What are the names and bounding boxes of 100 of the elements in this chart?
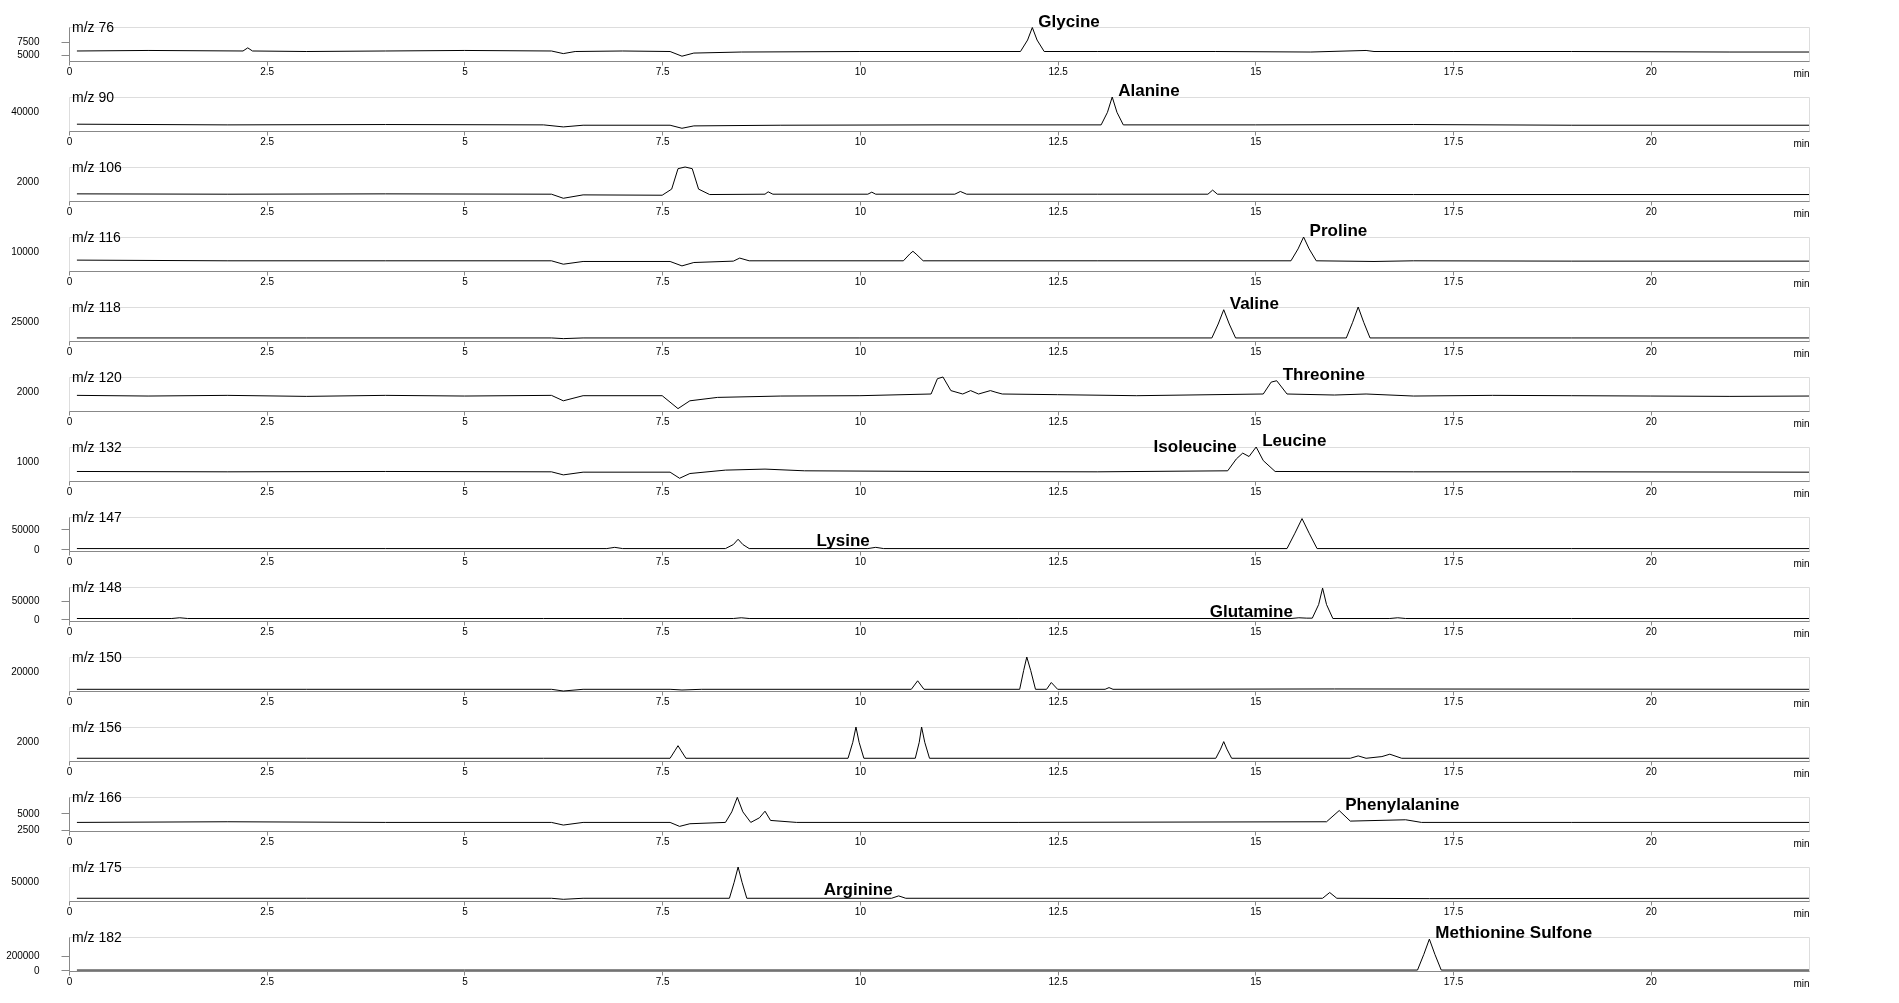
x-tick-label: 15 xyxy=(1250,485,1262,497)
x-tick-label: 17.5 xyxy=(1443,65,1464,77)
annotation: Isoleucine xyxy=(1153,437,1237,457)
x-tick-label: 20 xyxy=(1645,485,1658,497)
x-tick-label: 20 xyxy=(1645,65,1658,77)
x-axis-title: min xyxy=(1793,907,1810,919)
x-tick-label: 12.5 xyxy=(1048,975,1069,987)
x-tick-label: 0 xyxy=(66,625,73,637)
x-tick-label: 0 xyxy=(66,835,73,847)
annotation: Phenylalanine xyxy=(1345,794,1460,814)
chart-title: m/z 150 xyxy=(72,649,123,665)
x-tick-label: 12.5 xyxy=(1048,345,1069,357)
x-tick-label: 10 xyxy=(854,975,867,987)
x-tick-label: 20 xyxy=(1645,275,1658,287)
x-axis-title: min xyxy=(1793,627,1810,639)
annotation: Threonine xyxy=(1282,364,1365,384)
x-tick-label: 2.5 xyxy=(260,345,275,357)
x-tick-label: 15 xyxy=(1250,975,1262,987)
x-tick-label: 15 xyxy=(1250,205,1262,217)
x-tick-label: 5 xyxy=(462,205,469,217)
x-tick-label: 5 xyxy=(462,345,469,357)
y-tick-label: 200000 xyxy=(6,950,40,962)
x-tick-label: 2.5 xyxy=(260,905,275,917)
x-tick-label: 17.5 xyxy=(1443,555,1464,567)
x-tick-label: 17.5 xyxy=(1443,345,1464,357)
y-tick-label: 0 xyxy=(33,964,40,976)
x-tick-label: 17.5 xyxy=(1443,415,1464,427)
text: 1000 xyxy=(16,456,40,468)
x-tick-label: 7.5 xyxy=(655,65,671,77)
x-tick-label: 20 xyxy=(1645,695,1658,707)
x-tick-label: 17.5 xyxy=(1443,835,1464,847)
annotation: Leucine xyxy=(1262,431,1327,450)
chart-title: m/z 148 xyxy=(72,579,123,595)
x-tick-label: 20 xyxy=(1645,625,1658,637)
x-axis-title: min xyxy=(1793,347,1810,359)
annotation: Proline xyxy=(1309,221,1368,240)
x-tick-label: 7.5 xyxy=(655,135,671,147)
x-tick-label: 2.5 xyxy=(260,975,275,987)
x-tick-label: 5 xyxy=(462,275,469,287)
x-tick-label: 2.5 xyxy=(260,135,275,147)
x-tick-label: 0 xyxy=(66,765,73,777)
x-tick-label: 2.5 xyxy=(260,65,275,77)
text: 2000 xyxy=(16,176,40,188)
x-tick-label: 10 xyxy=(854,695,867,707)
y-tick-label: 0 xyxy=(33,543,40,555)
x-tick-label: 0 xyxy=(66,415,73,427)
x-tick-label: 7.5 xyxy=(655,485,671,497)
x-tick-label: 12.5 xyxy=(1048,905,1069,917)
x-tick-label: 7.5 xyxy=(655,275,671,287)
x-tick-label: 7.5 xyxy=(655,695,671,707)
chart-title: m/z 116 xyxy=(72,229,121,245)
y-tick-label: 5000 xyxy=(17,807,40,819)
x-tick-label: 17.5 xyxy=(1443,205,1464,217)
x-tick-label: 2.5 xyxy=(260,275,275,287)
x-tick-label: 2.5 xyxy=(260,485,275,497)
x-tick-label: 0 xyxy=(66,205,73,217)
x-tick-label: 2.5 xyxy=(260,415,275,427)
y-tick-label: 0 xyxy=(33,613,40,625)
x-tick-label: 5 xyxy=(462,485,469,497)
x-tick-label: 10 xyxy=(854,345,867,357)
x-tick-label: 12.5 xyxy=(1048,695,1069,707)
x-tick-label: 10 xyxy=(854,135,867,147)
chart-title: m/z 106 xyxy=(72,159,123,175)
x-tick-label: 12.5 xyxy=(1048,555,1069,567)
y-tick-label: 50000 xyxy=(11,523,40,535)
x-tick-label: 12.5 xyxy=(1048,275,1069,287)
x-tick-label: 0 xyxy=(66,555,73,567)
chart-title: m/z 182 xyxy=(72,929,123,945)
x-tick-label: 5 xyxy=(462,905,469,917)
x-tick-label: 7.5 xyxy=(655,555,671,567)
x-axis-title: min xyxy=(1793,277,1810,289)
x-tick-label: 2.5 xyxy=(260,205,275,217)
x-axis-title: min xyxy=(1793,977,1810,989)
chart-title: m/z 120 xyxy=(72,369,123,385)
x-tick-label: 5 xyxy=(462,415,469,427)
annotation: Methionine Sulfone xyxy=(1435,923,1593,943)
x-tick-label: 20 xyxy=(1645,975,1658,987)
x-tick-label: 17.5 xyxy=(1443,765,1464,777)
annotation: Glutamine xyxy=(1209,601,1293,621)
x-tick-label: 12.5 xyxy=(1048,835,1069,847)
x-tick-label: 20 xyxy=(1645,415,1658,427)
x-tick-label: 2.5 xyxy=(260,765,275,777)
x-axis-title: min xyxy=(1793,697,1810,709)
text: 40000 xyxy=(11,106,40,118)
x-tick-label: 10 xyxy=(854,905,867,917)
x-tick-label: 15 xyxy=(1250,835,1262,847)
x-tick-label: 10 xyxy=(854,275,867,287)
x-tick-label: 15 xyxy=(1250,625,1262,637)
x-tick-label: 10 xyxy=(854,415,867,427)
chart-title: m/z 166 xyxy=(72,789,123,805)
x-tick-label: 20 xyxy=(1645,135,1658,147)
x-tick-label: 2.5 xyxy=(260,555,275,567)
x-tick-label: 15 xyxy=(1250,345,1262,357)
x-tick-label: 0 xyxy=(66,695,73,707)
x-tick-label: 7.5 xyxy=(655,835,671,847)
x-tick-label: 12.5 xyxy=(1048,205,1069,217)
x-tick-label: 10 xyxy=(854,835,867,847)
x-tick-label: 7.5 xyxy=(655,415,671,427)
y-tick-label: 50000 xyxy=(11,595,40,607)
annotation: Lysine xyxy=(816,531,870,551)
